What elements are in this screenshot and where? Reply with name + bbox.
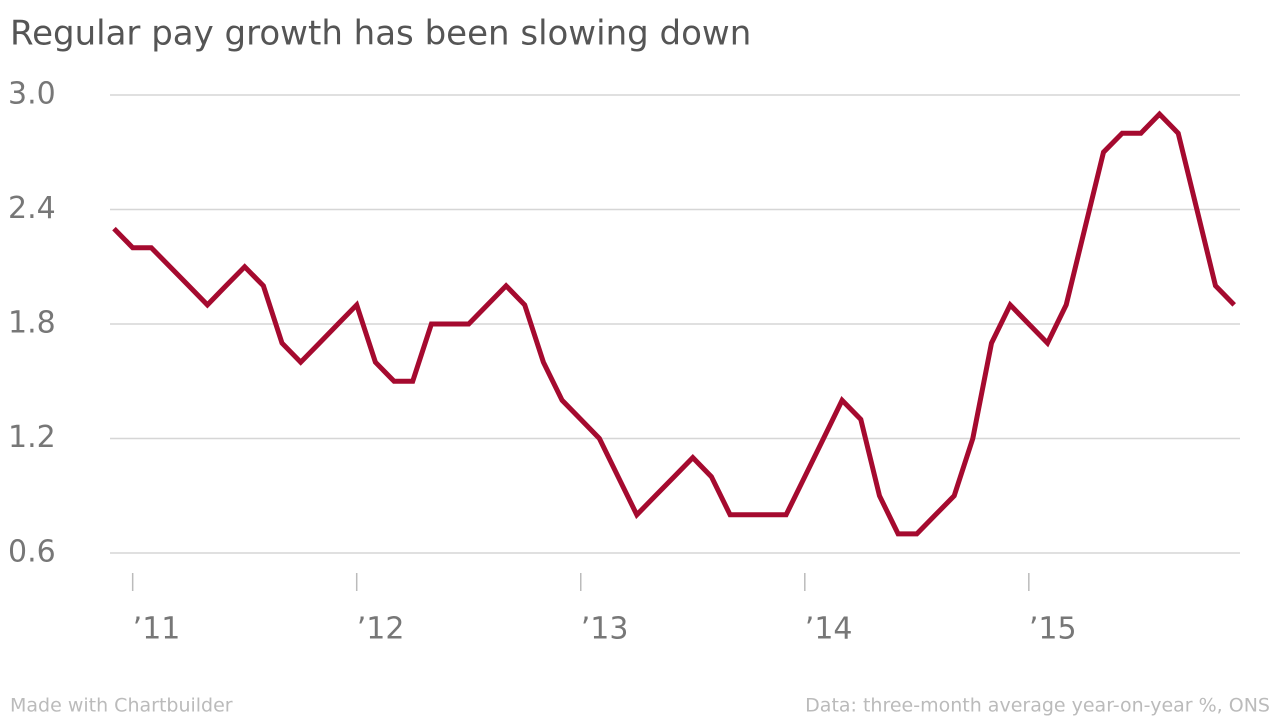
y-tick-label: 1.2 [8, 420, 56, 455]
x-tick-label: ’13 [581, 612, 629, 647]
credit: Made with Chartbuilder [10, 695, 233, 717]
y-tick-label: 0.6 [8, 535, 56, 570]
x-tick-label: ’12 [357, 612, 405, 647]
y-tick-label: 3.0 [8, 77, 56, 112]
data-line [112, 110, 1236, 537]
y-tick-label: 1.8 [8, 306, 56, 341]
chart-title: Regular pay growth has been slowing down [10, 14, 751, 54]
x-tick-label: ’11 [133, 612, 181, 647]
x-tick-label: ’15 [1029, 612, 1077, 647]
x-tick-label: ’14 [805, 612, 853, 647]
source: Data: three-month average year-on-year %… [805, 695, 1270, 717]
y-tick-label: 2.4 [8, 191, 56, 226]
